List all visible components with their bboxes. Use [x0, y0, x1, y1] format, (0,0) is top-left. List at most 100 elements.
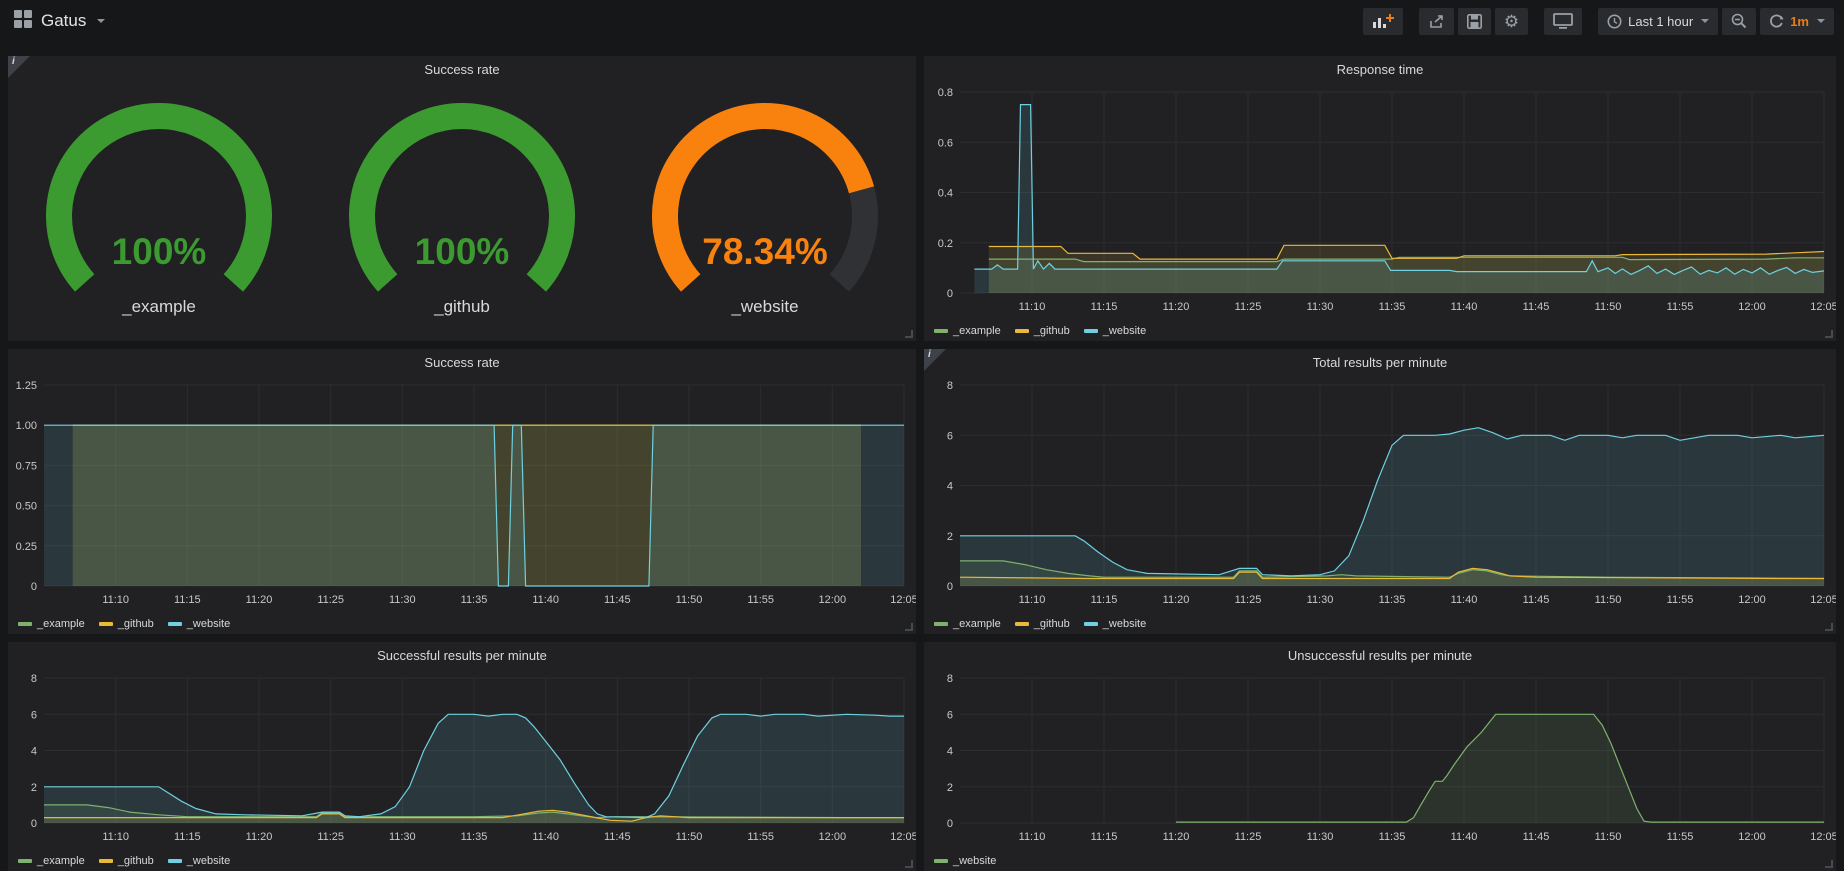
chart-canvas: 0 2 4 6 8 11:10 11:15 11:20 11:25 11:30 11:35 11:40… — [947, 380, 1838, 606]
svg-text:12:00: 12:00 — [819, 831, 847, 843]
svg-text:0.6: 0.6 — [938, 137, 953, 149]
panel-resize-handle[interactable] — [1825, 330, 1833, 338]
svg-text:11:30: 11:30 — [1307, 831, 1334, 843]
gauge-_github: 100% _github — [311, 84, 614, 341]
gauge-canvas: 100% _example — [46, 103, 273, 316]
svg-text:12:05: 12:05 — [1810, 831, 1836, 843]
dashboard-title[interactable]: Gatus — [41, 11, 87, 30]
svg-text:12:00: 12:00 — [1738, 301, 1766, 313]
svg-text:11:55: 11:55 — [747, 831, 774, 843]
panel-info-icon[interactable]: i — [924, 349, 946, 371]
zoom-out-button[interactable] — [1722, 7, 1757, 35]
add-panel-button[interactable] — [1362, 7, 1403, 35]
panel-title[interactable]: Successful results per minute — [377, 648, 547, 663]
chart-legend: _example _github _website — [18, 855, 230, 867]
save-button[interactable] — [1457, 7, 1491, 35]
svg-text:11:55: 11:55 — [1667, 301, 1694, 313]
svg-text:12:05: 12:05 — [1810, 301, 1836, 313]
svg-text:11:40: 11:40 — [1451, 831, 1478, 843]
legend-item-_github[interactable]: _github — [1014, 325, 1070, 337]
svg-text:11:45: 11:45 — [604, 831, 631, 843]
svg-text:12:00: 12:00 — [1738, 594, 1766, 606]
share-button[interactable] — [1418, 7, 1454, 35]
cycle-view-button[interactable] — [1544, 7, 1583, 35]
svg-text:6: 6 — [947, 430, 953, 442]
svg-text:11:20: 11:20 — [246, 594, 273, 606]
chart-canvas: 0 0.25 0.50 0.75 1.00 1.25 11:10 11:15 11:20 11:2… — [16, 380, 918, 606]
panel-info-icon[interactable]: i — [8, 56, 30, 78]
legend-item-_website[interactable]: _website — [167, 855, 230, 867]
legend-item-_website[interactable]: _website — [1083, 618, 1146, 630]
svg-text:11:40: 11:40 — [1451, 594, 1478, 606]
svg-text:2: 2 — [947, 782, 953, 794]
chart-unsuccessful-results[interactable]: 0 2 4 6 8 11:10 11:15 11:20 11:25 11:30 11:35 11:40… — [924, 670, 1838, 871]
svg-text:4: 4 — [947, 481, 953, 493]
chart-response-time[interactable]: 0 0.2 0.4 0.6 0.8 11:10 11:15 11:20 11:25 11:30 11… — [924, 84, 1838, 341]
svg-text:11:35: 11:35 — [461, 594, 488, 606]
svg-text:11:40: 11:40 — [532, 594, 559, 606]
settings-button[interactable]: ⚙ — [1494, 7, 1529, 35]
svg-text:0.50: 0.50 — [16, 501, 37, 513]
svg-text:11:15: 11:15 — [1091, 831, 1118, 843]
svg-text:12:00: 12:00 — [1738, 831, 1766, 843]
dashboard-grid-icon[interactable] — [14, 9, 32, 33]
chart-canvas: 0 2 4 6 8 11:10 11:15 11:20 11:25 11:30 11:35 11:40… — [947, 673, 1838, 843]
gauge-row: 100% _example 100% _github 78.34% _websi… — [8, 84, 916, 341]
svg-text:6: 6 — [947, 709, 953, 721]
svg-text:11:30: 11:30 — [1307, 301, 1334, 313]
chart-legend: _example _github _website — [934, 325, 1146, 337]
legend-item-_github[interactable]: _github — [98, 618, 154, 630]
panel-success-rate-gauges: i Success rate 100% _example 100% _githu… — [8, 56, 916, 341]
legend-item-_website[interactable]: _website — [167, 618, 230, 630]
svg-text:1.00: 1.00 — [16, 420, 37, 432]
svg-text:11:50: 11:50 — [1595, 831, 1622, 843]
svg-text:2: 2 — [947, 531, 953, 543]
panel-title[interactable]: Unsuccessful results per minute — [1287, 648, 1473, 663]
gauge-label: _website — [730, 297, 798, 316]
svg-text:0: 0 — [947, 288, 953, 300]
panel-title[interactable]: Total results per minute — [1312, 355, 1448, 370]
svg-text:11:25: 11:25 — [317, 831, 344, 843]
legend-item-_website[interactable]: _website — [934, 855, 996, 867]
svg-text:6: 6 — [31, 709, 37, 721]
legend-item-_example[interactable]: _example — [934, 325, 1001, 337]
panel-resize-handle[interactable] — [905, 330, 913, 338]
legend-item-_example[interactable]: _example — [934, 618, 1001, 630]
gauge-value: 78.34% — [702, 231, 828, 272]
svg-text:11:10: 11:10 — [102, 594, 129, 606]
navbar-actions: ⚙ Last 1 hour — [1359, 7, 1834, 35]
panel-resize-handle[interactable] — [905, 860, 913, 868]
svg-text:4: 4 — [947, 746, 953, 758]
legend-item-_github[interactable]: _github — [1014, 618, 1070, 630]
gauge-_website: 78.34% _website — [613, 84, 916, 341]
legend-item-_example[interactable]: _example — [18, 618, 85, 630]
chart-legend: _example _github _website — [18, 618, 230, 630]
refresh-button[interactable]: 1m — [1760, 7, 1834, 35]
svg-text:11:25: 11:25 — [317, 594, 344, 606]
panel-success-rate-graph: Success rate 0 0.25 0.50 0.75 1.00 1.25 11:10 1… — [8, 349, 918, 634]
chart-success-rate[interactable]: 0 0.25 0.50 0.75 1.00 1.25 11:10 11:15 11:20 11:2… — [8, 377, 918, 634]
panel-resize-handle[interactable] — [905, 623, 913, 631]
svg-text:4: 4 — [31, 746, 37, 758]
dashboard-picker[interactable]: Gatus — [14, 9, 106, 33]
legend-item-_website[interactable]: _website — [1083, 325, 1146, 337]
svg-text:11:50: 11:50 — [676, 594, 703, 606]
chart-total-results[interactable]: 0 2 4 6 8 11:10 11:15 11:20 11:25 11:30 11:35 11:40… — [924, 377, 1838, 634]
svg-text:11:55: 11:55 — [747, 594, 774, 606]
time-range-picker[interactable]: Last 1 hour — [1598, 7, 1719, 35]
panel-title[interactable]: Response time — [1336, 62, 1424, 77]
chart-successful-results[interactable]: 0 2 4 6 8 11:10 11:15 11:20 11:25 11:30 11:35 11:40… — [8, 670, 918, 871]
svg-text:12:05: 12:05 — [890, 831, 916, 843]
chevron-down-icon — [1701, 19, 1710, 23]
panel-resize-handle[interactable] — [1825, 860, 1833, 868]
svg-text:11:40: 11:40 — [1451, 301, 1478, 313]
legend-item-_example[interactable]: _example — [18, 855, 85, 867]
chevron-down-icon — [1817, 19, 1825, 23]
legend-item-_github[interactable]: _github — [98, 855, 154, 867]
svg-text:0: 0 — [31, 818, 37, 830]
panel-title[interactable]: Success rate — [424, 62, 500, 77]
panel-resize-handle[interactable] — [1825, 623, 1833, 631]
panel-title[interactable]: Success rate — [424, 355, 500, 370]
svg-text:11:20: 11:20 — [1163, 301, 1190, 313]
